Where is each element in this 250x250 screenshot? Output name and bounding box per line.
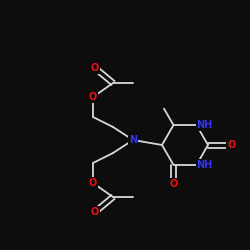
Text: O: O	[170, 179, 177, 189]
Text: O: O	[91, 207, 99, 217]
Text: O: O	[89, 92, 97, 102]
Text: O: O	[89, 178, 97, 188]
Text: NH: NH	[196, 120, 213, 130]
Text: NH: NH	[196, 160, 213, 170]
Text: O: O	[227, 140, 235, 150]
Text: N: N	[129, 135, 137, 145]
Text: O: O	[91, 63, 99, 73]
